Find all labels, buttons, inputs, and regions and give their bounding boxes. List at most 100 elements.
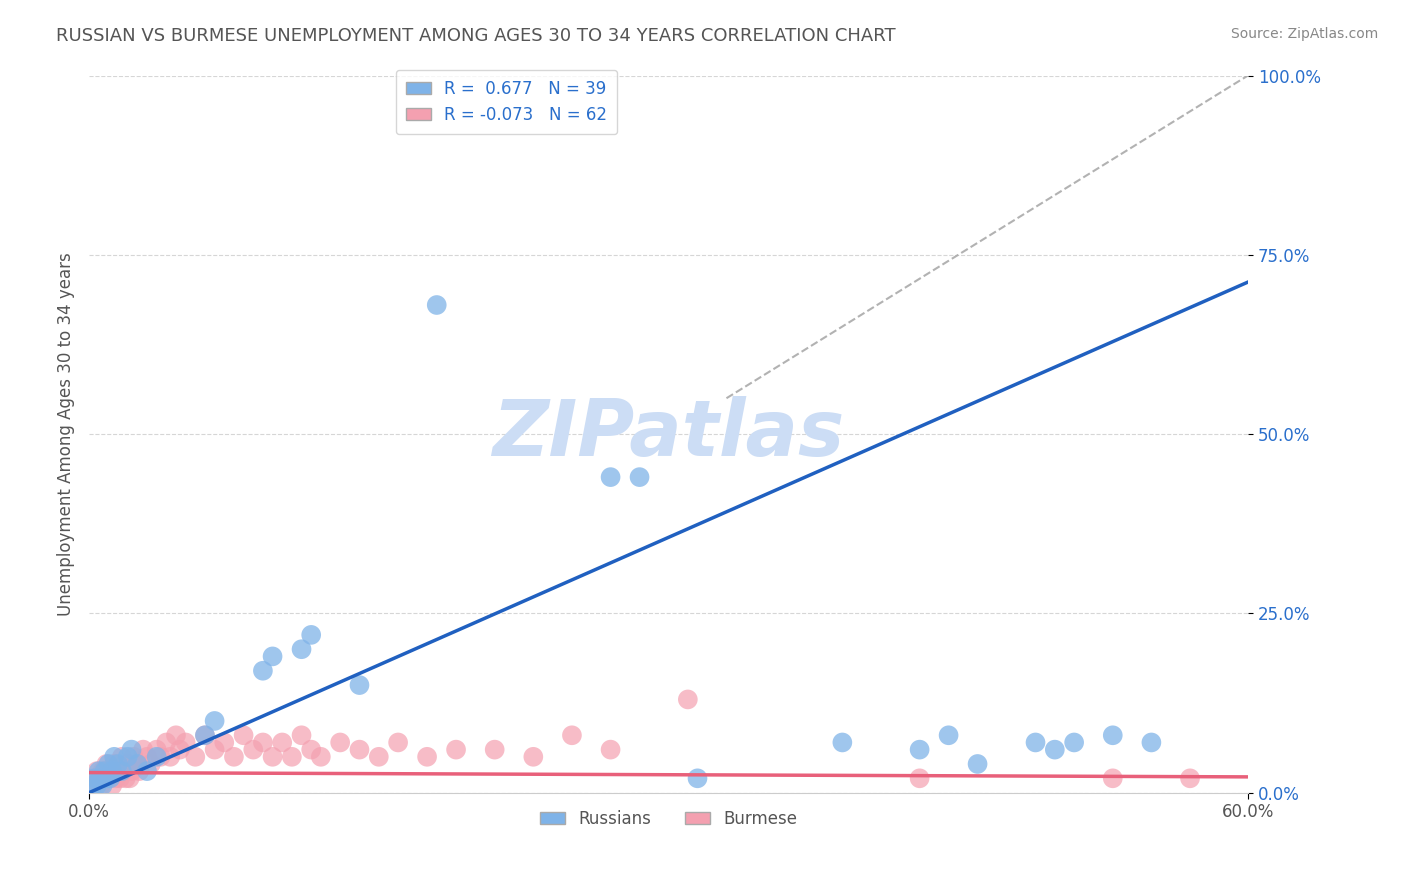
Point <box>628 470 651 484</box>
Point <box>686 772 709 786</box>
Point <box>127 756 149 771</box>
Point <box>184 749 207 764</box>
Point <box>101 764 124 779</box>
Point <box>252 735 274 749</box>
Y-axis label: Unemployment Among Ages 30 to 34 years: Unemployment Among Ages 30 to 34 years <box>58 252 75 616</box>
Point <box>97 772 120 786</box>
Point <box>96 756 118 771</box>
Point <box>136 764 159 779</box>
Point <box>444 742 467 756</box>
Point <box>145 749 167 764</box>
Point <box>101 779 124 793</box>
Text: ZIPatlas: ZIPatlas <box>492 396 845 472</box>
Point <box>204 742 226 756</box>
Point <box>908 772 931 786</box>
Point <box>522 749 544 764</box>
Point <box>484 742 506 756</box>
Point <box>97 756 120 771</box>
Point <box>169 742 191 756</box>
Point <box>122 749 145 764</box>
Point <box>93 772 115 786</box>
Point <box>242 742 264 756</box>
Point <box>149 749 172 764</box>
Point <box>1101 728 1123 742</box>
Point <box>98 772 121 786</box>
Point <box>194 728 217 742</box>
Point <box>416 749 439 764</box>
Point <box>426 298 449 312</box>
Point <box>105 772 128 786</box>
Text: RUSSIAN VS BURMESE UNEMPLOYMENT AMONG AGES 30 TO 34 YEARS CORRELATION CHART: RUSSIAN VS BURMESE UNEMPLOYMENT AMONG AG… <box>56 27 896 45</box>
Point <box>599 742 621 756</box>
Point <box>262 649 284 664</box>
Point <box>222 749 245 764</box>
Point <box>111 749 134 764</box>
Point <box>98 764 121 779</box>
Point <box>127 756 149 771</box>
Point <box>1063 735 1085 749</box>
Point <box>132 742 155 756</box>
Point <box>118 772 141 786</box>
Point <box>83 772 105 786</box>
Point <box>136 749 159 764</box>
Point <box>107 764 129 779</box>
Point <box>117 756 139 771</box>
Point <box>908 742 931 756</box>
Point <box>1043 742 1066 756</box>
Point <box>232 728 254 742</box>
Point <box>290 728 312 742</box>
Point <box>155 735 177 749</box>
Point <box>82 779 104 793</box>
Point <box>108 772 131 786</box>
Point <box>83 779 105 793</box>
Point <box>96 772 118 786</box>
Point <box>128 764 150 779</box>
Point <box>159 749 181 764</box>
Point <box>1101 772 1123 786</box>
Point <box>93 764 115 779</box>
Point <box>349 742 371 756</box>
Point <box>86 764 108 779</box>
Point <box>309 749 332 764</box>
Point <box>165 728 187 742</box>
Point <box>121 764 143 779</box>
Point <box>87 772 110 786</box>
Point <box>204 714 226 728</box>
Point <box>145 742 167 756</box>
Point <box>831 735 853 749</box>
Point <box>114 772 136 786</box>
Point <box>252 664 274 678</box>
Point <box>194 728 217 742</box>
Point <box>103 749 125 764</box>
Point <box>299 628 322 642</box>
Point <box>86 779 108 793</box>
Point <box>367 749 389 764</box>
Point <box>329 735 352 749</box>
Point <box>103 756 125 771</box>
Text: Source: ZipAtlas.com: Source: ZipAtlas.com <box>1230 27 1378 41</box>
Point <box>82 772 104 786</box>
Point <box>676 692 699 706</box>
Point <box>262 749 284 764</box>
Point <box>938 728 960 742</box>
Legend: Russians, Burmese: Russians, Burmese <box>533 803 804 835</box>
Point <box>121 742 143 756</box>
Point <box>139 756 162 771</box>
Point <box>387 735 409 749</box>
Point <box>599 470 621 484</box>
Point <box>1024 735 1046 749</box>
Point <box>90 772 112 786</box>
Point <box>107 756 129 771</box>
Point <box>349 678 371 692</box>
Point <box>87 764 110 779</box>
Point <box>174 735 197 749</box>
Point <box>299 742 322 756</box>
Point <box>90 779 112 793</box>
Point <box>112 764 135 779</box>
Point <box>91 779 114 793</box>
Point <box>1140 735 1163 749</box>
Point <box>91 764 114 779</box>
Point <box>966 756 988 771</box>
Point <box>561 728 583 742</box>
Point <box>111 764 134 779</box>
